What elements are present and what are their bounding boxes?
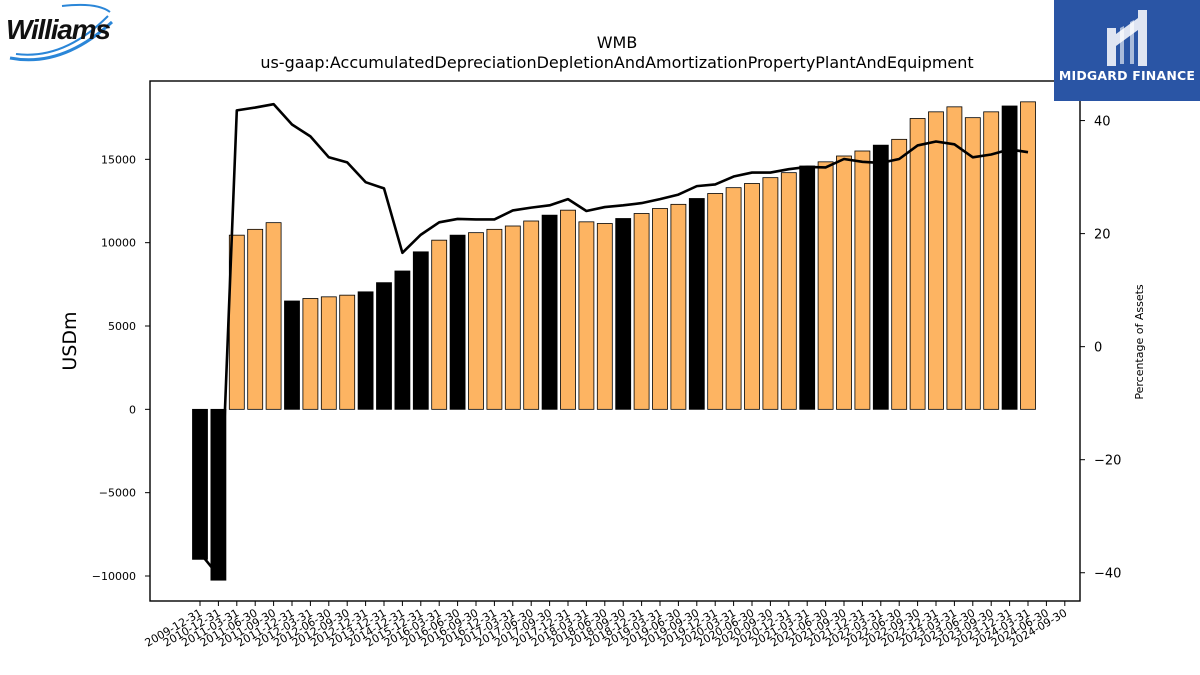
bar-2016-06-30 <box>449 234 466 410</box>
bar-2022-09-30 <box>909 118 926 410</box>
midgard-finance-badge: MIDGARD FINANCE <box>1054 0 1200 101</box>
midgard-logo-icon <box>1107 10 1147 66</box>
bar-2011-12-31 <box>284 300 300 410</box>
bar-2012-12-31 <box>357 291 374 410</box>
midgard-finance-label: MIDGARD FINANCE <box>1058 68 1196 83</box>
bar-2022-12-31 <box>928 111 944 410</box>
bar-2018-03-31 <box>578 221 595 410</box>
y2-tick-label: 20 <box>1094 228 1111 243</box>
bar-2017-03-31 <box>504 225 521 410</box>
bar-2016-09-30 <box>468 232 484 410</box>
bar-2016-03-31 <box>431 239 448 410</box>
bar-2019-12-31 <box>707 193 724 410</box>
bar-2018-09-30 <box>615 218 632 410</box>
bar-2019-06-30 <box>670 203 687 410</box>
bar-2017-06-30 <box>523 220 540 410</box>
percentage-line <box>198 102 1029 577</box>
y2-tick-label: 0 <box>1094 341 1102 356</box>
plot-area: WMBus-gaap:AccumulatedDepreciationDeplet… <box>59 33 1146 650</box>
bar-2012-03-31 <box>302 298 319 410</box>
bar-2021-06-30 <box>817 161 834 410</box>
bar-2018-12-31 <box>633 213 650 410</box>
bar-2014-12-31 <box>394 270 411 410</box>
chart-subtitle: us-gaap:AccumulatedDepreciationDepletion… <box>260 53 973 72</box>
bar-2017-09-30 <box>541 214 558 410</box>
bar-2022-03-31 <box>872 144 889 410</box>
bar-2023-06-30 <box>964 117 981 410</box>
bar-2021-03-31 <box>799 165 816 410</box>
y-tick-label: −5000 <box>99 487 136 500</box>
y2-tick-label: −40 <box>1094 567 1121 582</box>
bar-2022-06-30 <box>891 138 908 410</box>
bar-2013-12-31 <box>376 282 392 410</box>
bar-2019-03-31 <box>652 208 668 410</box>
williams-logo-text: Williams <box>6 14 111 45</box>
bar-2012-09-30 <box>339 294 356 410</box>
bar-2020-06-30 <box>744 183 760 410</box>
bar-2023-03-31 <box>946 106 963 410</box>
bar-2021-09-30 <box>836 155 852 410</box>
bar-2012-06-30 <box>320 296 337 410</box>
bar-2019-09-30 <box>688 198 705 410</box>
y-tick-label: 15000 <box>101 153 136 166</box>
y2-tick-label: 40 <box>1094 115 1111 130</box>
bar-2009-12-31 <box>192 408 208 560</box>
y-tick-label: −10000 <box>92 570 136 583</box>
plot-frame <box>149 80 1081 602</box>
bar-2023-12-31 <box>1001 105 1018 410</box>
bar-2016-12-31 <box>486 228 503 410</box>
bar-2020-03-31 <box>725 187 742 410</box>
bar-2018-06-30 <box>596 223 613 410</box>
y-tick-label: 5000 <box>108 320 136 333</box>
y-tick-label: 10000 <box>101 237 136 250</box>
bar-2021-12-31 <box>854 150 871 410</box>
chart-title: WMB <box>597 33 638 52</box>
williams-logo: Williams <box>2 2 122 66</box>
bar-2023-09-30 <box>983 111 1000 410</box>
bar-2017-12-31 <box>560 209 576 410</box>
bar-2011-06-30 <box>247 228 264 410</box>
y2-axis-label: Percentage of Assets <box>1133 284 1146 400</box>
bar-2015-12-31 <box>412 251 429 410</box>
y-tick-label: 0 <box>129 403 136 416</box>
y-axis-label: USDm <box>59 311 81 370</box>
bar-2011-09-30 <box>265 222 282 410</box>
bar-2024-03-31 <box>1020 101 1036 410</box>
bar-2020-09-30 <box>762 177 779 410</box>
bar-2020-12-31 <box>780 172 797 410</box>
y2-tick-label: −20 <box>1094 454 1121 469</box>
williams-swoosh-icon <box>9 3 114 62</box>
